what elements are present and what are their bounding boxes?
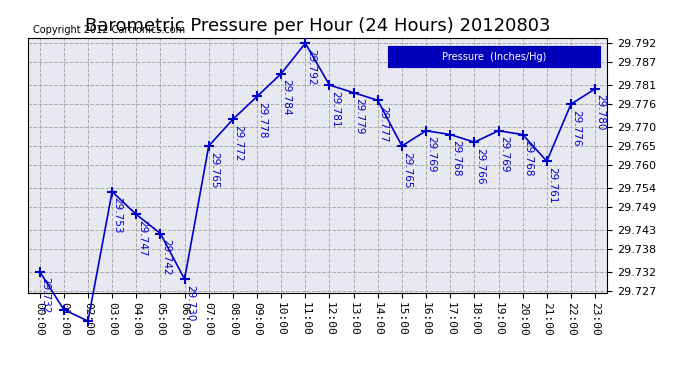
Text: 29.768: 29.768 xyxy=(523,140,533,177)
Text: 29.792: 29.792 xyxy=(306,49,316,85)
Text: 29.765: 29.765 xyxy=(402,152,413,188)
Text: 29.769: 29.769 xyxy=(499,136,509,173)
Text: 29.732: 29.732 xyxy=(40,277,50,314)
Text: 29.769: 29.769 xyxy=(426,136,437,173)
Text: 29.742: 29.742 xyxy=(161,239,171,276)
Text: 29.768: 29.768 xyxy=(451,140,461,177)
Title: Barometric Pressure per Hour (24 Hours) 20120803: Barometric Pressure per Hour (24 Hours) … xyxy=(85,16,550,34)
Text: 29.765: 29.765 xyxy=(209,152,219,188)
Text: 29.784: 29.784 xyxy=(282,79,292,116)
Text: 29.772: 29.772 xyxy=(233,125,244,161)
Text: 29.778: 29.778 xyxy=(257,102,268,138)
Text: 29.777: 29.777 xyxy=(378,106,388,142)
Text: 29.766: 29.766 xyxy=(475,148,485,184)
Text: 29.753: 29.753 xyxy=(112,197,123,234)
Text: 29.730: 29.730 xyxy=(185,285,195,321)
Text: 29.747: 29.747 xyxy=(137,220,147,257)
Text: 29.722: 29.722 xyxy=(0,374,1,375)
Text: 29.776: 29.776 xyxy=(571,110,582,146)
Text: 29.761: 29.761 xyxy=(547,167,558,203)
Text: 29.781: 29.781 xyxy=(330,91,340,127)
Text: 29.719: 29.719 xyxy=(0,374,1,375)
Text: Pressure  (Inches/Hg): Pressure (Inches/Hg) xyxy=(442,52,546,62)
Text: 29.779: 29.779 xyxy=(354,98,364,135)
Text: Copyright 2012 Cartronics.com: Copyright 2012 Cartronics.com xyxy=(33,25,186,35)
Text: 29.780: 29.780 xyxy=(595,94,606,131)
Bar xyxy=(387,45,602,68)
